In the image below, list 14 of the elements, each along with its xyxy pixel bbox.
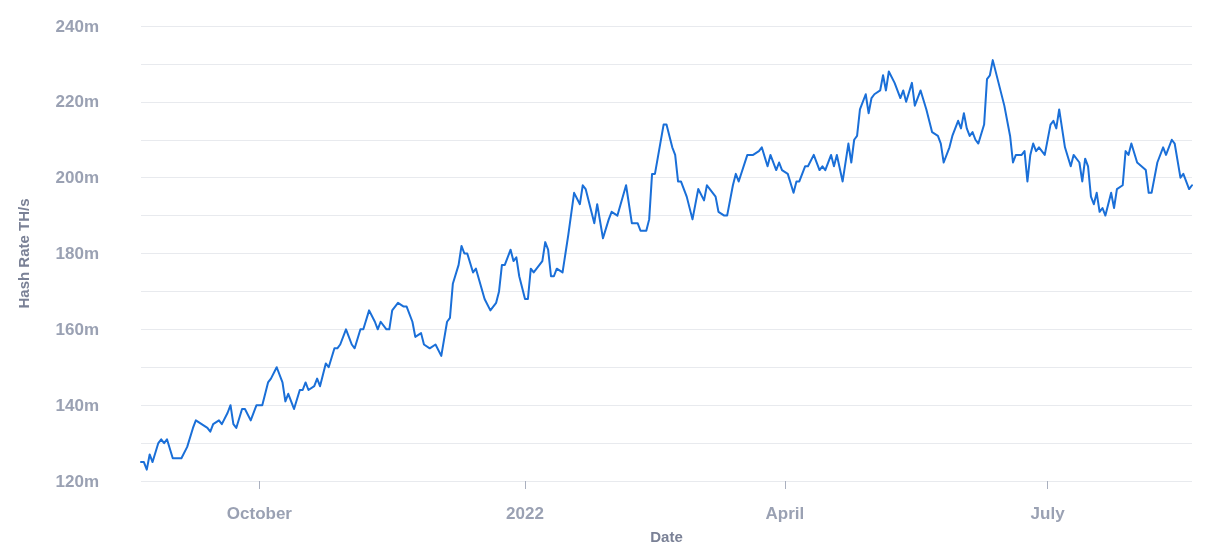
- y-tick-label: 240m: [55, 16, 99, 36]
- y-tick-label: 180m: [55, 244, 99, 263]
- x-tick-label: 2022: [506, 504, 544, 523]
- y-tick-label: 160m: [55, 319, 99, 339]
- y-tick-label: 200m: [55, 168, 99, 188]
- x-axis-title: Date: [650, 528, 683, 545]
- line-series: [140, 59, 1193, 471]
- y-tick-label: 140m: [55, 395, 99, 415]
- x-tick-label: July: [1030, 504, 1066, 523]
- y-axis-title: Hash Rate TH/s: [15, 198, 32, 309]
- y-tick-label: 120m: [55, 471, 99, 491]
- y-tick-label: 220m: [55, 92, 99, 112]
- x-tick-label: April: [765, 504, 805, 523]
- x-tick-label: October: [226, 504, 293, 523]
